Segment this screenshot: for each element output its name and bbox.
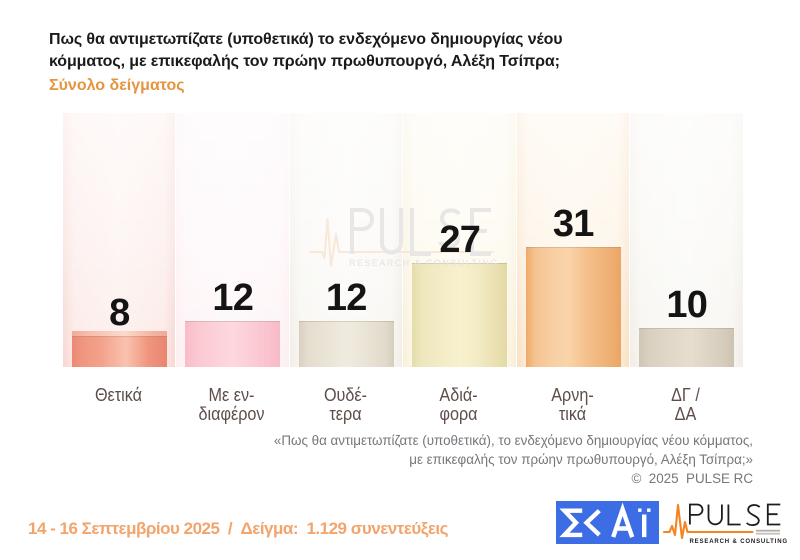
- svg-text:RESEARCH & CONSULTING: RESEARCH & CONSULTING: [690, 539, 788, 545]
